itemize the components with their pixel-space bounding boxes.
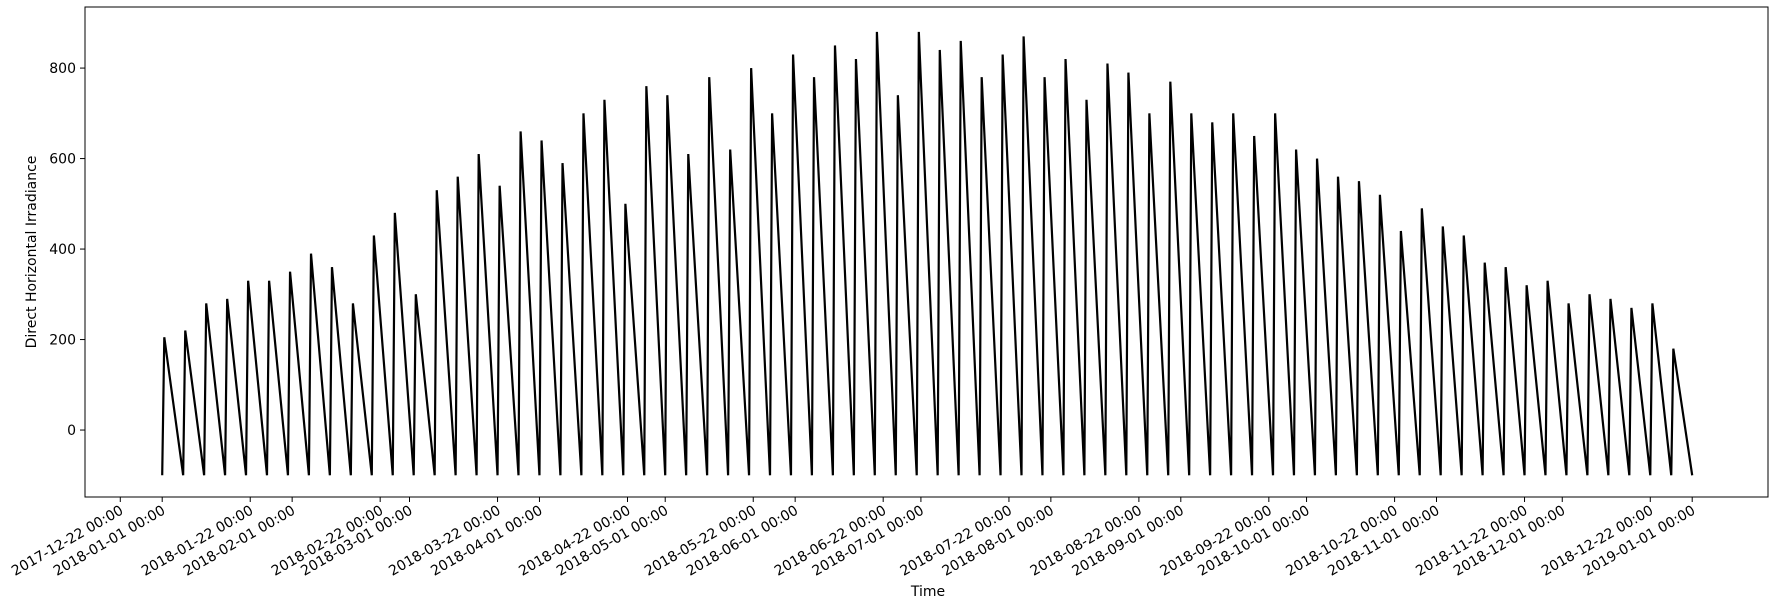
irradiance-line — [161, 31, 1694, 476]
y-tick-label: 600 — [49, 152, 76, 168]
x-axis-label: Time — [910, 584, 945, 600]
y-tick-label: 200 — [49, 333, 76, 349]
y-tick-label: 400 — [49, 242, 76, 258]
y-axis-label: Direct Horizontal Irradiance — [24, 156, 40, 349]
plot-frame — [84, 6, 1769, 498]
y-tick-label: 800 — [49, 61, 76, 77]
y-tick-label: 0 — [67, 423, 76, 439]
